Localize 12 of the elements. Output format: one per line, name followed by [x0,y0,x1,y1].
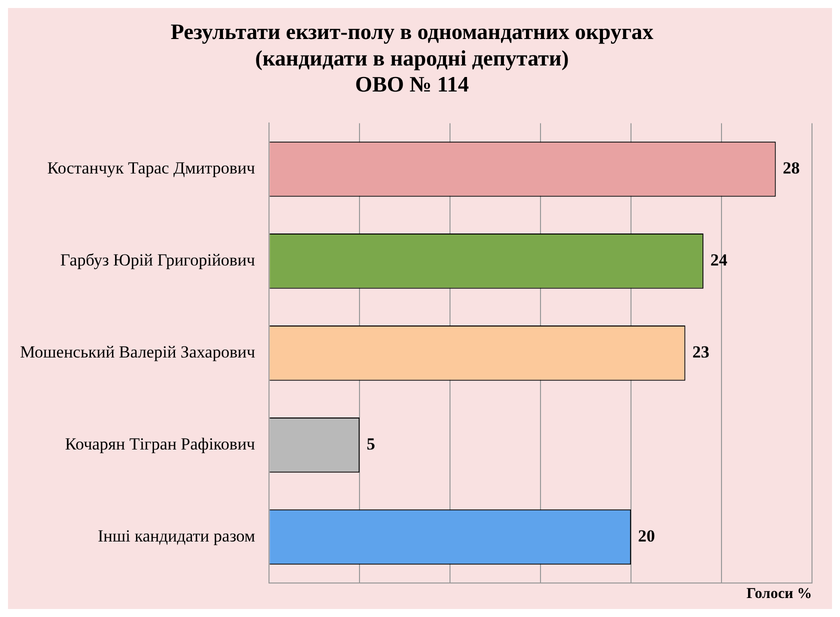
chart-title: Результати екзит-полу в одномандатних округах (кандидати в народні депутати) ОВО № 114 [170,18,654,97]
y-tick-label: Інші кандидати разом [98,526,256,546]
data-label: 20 [638,526,656,546]
data-label: 23 [692,342,710,362]
data-label: 28 [782,158,800,178]
x-axis-title: Голоси % [746,586,812,602]
y-tick-label: Мошенський Валерій Захарович [20,342,256,362]
data-label: 5 [366,434,376,454]
y-tick-label: Костанчук Тарас Дмитрович [47,158,256,178]
y-tick-label: Гарбуз Юрій Григорійович [60,250,256,270]
data-label: 24 [710,250,728,270]
y-tick-label: Кочарян Тігран Рафікович [65,434,256,454]
